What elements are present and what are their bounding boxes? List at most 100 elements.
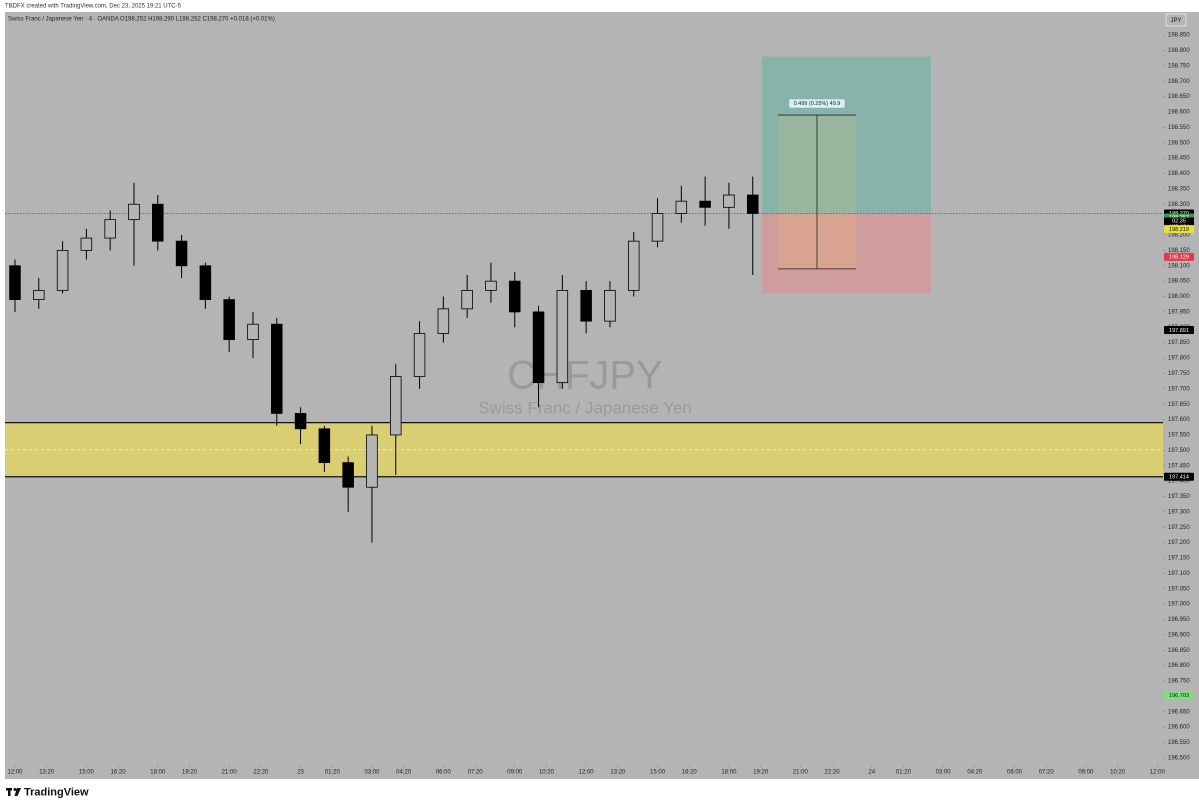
candle-body xyxy=(604,289,616,322)
y-tick-label: 198.500 xyxy=(1168,140,1190,146)
y-tick-label: 197.850 xyxy=(1168,340,1190,346)
y-tick-label: 198.850 xyxy=(1168,33,1190,39)
y-tick-label: 198.150 xyxy=(1168,248,1190,254)
x-tick-label: 01:20 xyxy=(896,770,912,776)
y-tick-label: 198.450 xyxy=(1168,156,1190,162)
legend-line: Swiss Franc / Japanese Yen · 4 · OANDA O… xyxy=(8,17,275,23)
y-tick-label: 197.750 xyxy=(1168,371,1190,377)
candle-body xyxy=(485,280,497,291)
candle-body xyxy=(366,434,378,488)
x-tick-label: 13:20 xyxy=(39,770,55,776)
y-tick-label: 197.950 xyxy=(1168,309,1190,315)
candle-body xyxy=(437,308,450,334)
y-tick-label: 197.500 xyxy=(1168,448,1190,454)
header: TBDFX created with TradingView.com, Dec … xyxy=(5,4,182,10)
y-tick-label: 197.450 xyxy=(1168,463,1190,469)
price-axis xyxy=(1163,12,1199,765)
x-tick-label: 06:00 xyxy=(436,770,452,776)
candle-body xyxy=(318,428,331,464)
watermark: CHFJPY xyxy=(507,354,663,398)
measure-label-box xyxy=(788,98,846,109)
x-tick-label: 10:20 xyxy=(1110,770,1126,776)
y-tick-label: 198.750 xyxy=(1168,63,1190,69)
x-tick-label: 22:20 xyxy=(253,770,269,776)
x-tick-label: 03:00 xyxy=(936,770,952,776)
price-badge xyxy=(1164,225,1194,234)
candle-body xyxy=(104,219,116,239)
candle-body xyxy=(461,289,473,310)
candle-body xyxy=(80,237,93,251)
price-badge xyxy=(1164,326,1194,335)
x-tick-label: 16:20 xyxy=(682,770,698,776)
price-badge-label: 196.703 xyxy=(1169,693,1189,699)
y-tick-label: 198.600 xyxy=(1168,110,1190,116)
x-tick-label: 07:20 xyxy=(1039,770,1055,776)
y-tick-label: 197.400 xyxy=(1168,479,1190,485)
y-tick-label: 198.200 xyxy=(1168,233,1190,239)
x-tick-label: 09:00 xyxy=(507,770,523,776)
y-tick-label: 197.000 xyxy=(1168,602,1190,608)
y-tick-label: 197.050 xyxy=(1168,586,1190,592)
y-tick-label: 197.650 xyxy=(1168,402,1190,408)
x-tick-label: 15:00 xyxy=(79,770,95,776)
price-badge xyxy=(1164,472,1194,481)
x-tick-label: 09:00 xyxy=(1078,770,1094,776)
x-tick-label: 13:20 xyxy=(610,770,626,776)
x-tick-label: 16:20 xyxy=(111,770,127,776)
countdown: 02:35 xyxy=(1172,219,1186,225)
candle-body xyxy=(746,194,759,214)
x-tick-label: 06:00 xyxy=(1007,770,1023,776)
y-tick-label: 196.850 xyxy=(1168,648,1190,654)
watermark-subtitle: Swiss Franc / Japanese Yen xyxy=(478,398,692,417)
footer-brand: TradingView xyxy=(24,786,89,798)
measure-label: 0.499 (0.25%) 49.9 xyxy=(794,101,841,107)
x-tick-label: 12:00 xyxy=(1150,770,1166,776)
y-tick-label: 196.550 xyxy=(1168,740,1190,746)
x-tick-label: 07:20 xyxy=(468,770,484,776)
candle-body xyxy=(413,333,426,377)
y-tick-label: 198.100 xyxy=(1168,263,1190,269)
y-tick-label: 197.100 xyxy=(1168,571,1190,577)
x-tick-label: 21:00 xyxy=(793,770,809,776)
candle-body xyxy=(223,299,235,340)
y-tick-label: 197.350 xyxy=(1168,494,1190,500)
y-tick-label: 197.600 xyxy=(1168,417,1190,423)
x-tick-label: 01:20 xyxy=(325,770,341,776)
candle-body xyxy=(508,280,521,313)
y-tick-label: 198.300 xyxy=(1168,202,1190,208)
candle-body xyxy=(532,311,545,384)
y-tick-label: 198.550 xyxy=(1168,125,1190,131)
y-tick-label: 197.700 xyxy=(1168,386,1190,392)
price-badge-label: 198.129 xyxy=(1169,255,1189,261)
candle-body xyxy=(723,194,735,208)
y-tick-label: 197.150 xyxy=(1168,556,1190,562)
x-tick-label: 19:20 xyxy=(182,770,198,776)
y-tick-label: 196.900 xyxy=(1168,632,1190,638)
y-tick-label: 198.050 xyxy=(1168,279,1190,285)
candle-body xyxy=(247,323,259,340)
candle-body xyxy=(580,289,592,322)
countdown-badge xyxy=(1164,217,1194,225)
y-tick-label: 198.800 xyxy=(1168,48,1190,54)
x-tick-label: 21:00 xyxy=(222,770,238,776)
y-tick-label: 196.600 xyxy=(1168,725,1190,731)
logo-stem xyxy=(8,788,11,796)
candle-body xyxy=(651,213,664,242)
candle-body xyxy=(271,323,283,414)
x-tick-label: 10:20 xyxy=(539,770,555,776)
y-tick-label: 196.750 xyxy=(1168,679,1190,685)
y-tick-label: 198.350 xyxy=(1168,186,1190,192)
candle-body xyxy=(342,462,354,488)
currency: JPY xyxy=(1170,18,1181,24)
y-tick-label: 197.800 xyxy=(1168,356,1190,362)
x-tick-label: 19:20 xyxy=(753,770,769,776)
x-tick-label: 18:00 xyxy=(721,770,737,776)
price-badge-label: 198.219 xyxy=(1169,227,1189,233)
y-tick-label: 198.650 xyxy=(1168,94,1190,100)
candle-body xyxy=(33,289,45,301)
candle-body xyxy=(152,203,164,242)
x-tick-label: 03:00 xyxy=(364,770,380,776)
candle-body xyxy=(294,413,307,430)
